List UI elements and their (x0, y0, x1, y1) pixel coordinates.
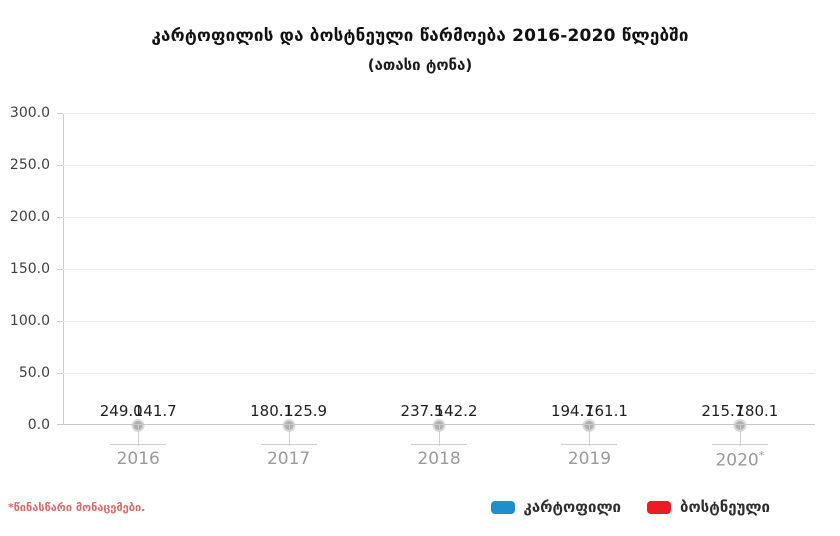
value-label-potato-2018: 237.5 (400, 402, 444, 420)
legend-label-vegetables: ბოსტნეული (680, 498, 770, 516)
value-label-potato-2020: 215.7 (701, 402, 745, 420)
bar-groups: 249.0 141.7 2016 180.1 125.9 2017 237.5 142.2 20… (63, 113, 815, 471)
y-axis-tick (57, 216, 63, 218)
gridline (63, 269, 815, 270)
x-axis-label-2017: 2017 (266, 449, 311, 469)
y-axis-tick-label: 150.0 (9, 261, 50, 277)
y-axis-tick (57, 320, 63, 322)
category-slot-2020: 215.7 180.1 2020* (665, 113, 815, 471)
value-label-potato-2016: 249.0 (99, 402, 143, 420)
x-axis-label-2016: 2016 (116, 449, 160, 469)
legend-item-potato: კარტოფილი (490, 498, 622, 516)
x-axis-label-2020: 2020* (715, 449, 765, 471)
y-axis-tick (57, 424, 63, 425)
x-tick-line (439, 425, 441, 446)
x-tick-line (589, 425, 591, 446)
value-label-vegetables-2018: 142.2 (434, 402, 478, 420)
legend-item-vegetables: ბოსტნეული (647, 498, 770, 516)
y-axis-tick (57, 113, 63, 114)
chart-subtitle: (ათასი ტონა) (367, 56, 473, 74)
x-tick-underline (411, 444, 468, 445)
legend: კარტოფილი ბოსტნეული (490, 498, 770, 516)
y-axis-tick-label: 0.0 (27, 417, 50, 433)
y-axis-tick-label: 250.0 (9, 157, 50, 173)
gridline (63, 113, 815, 114)
footnote: *წინასწარი მონაცემები. (8, 501, 146, 514)
value-label-potato-2017: 180.1 (250, 402, 294, 420)
gridline (63, 320, 815, 322)
x-axis-line (63, 424, 815, 425)
value-label-vegetables-2016: 141.7 (133, 402, 177, 420)
gridline (63, 164, 815, 166)
y-axis-tick (57, 164, 63, 166)
y-axis-tick-label: 100.0 (9, 313, 50, 329)
y-axis-tick (57, 373, 63, 374)
x-tick-underline (260, 444, 317, 445)
legend-label-potato: კარტოფილი (523, 498, 622, 516)
y-axis-tick-label: 200.0 (9, 209, 50, 225)
x-tick-underline (561, 444, 618, 445)
x-tick-line (288, 425, 290, 446)
category-slot-2019: 194.7 161.1 2019 (514, 113, 664, 469)
x-tick-underline (711, 444, 768, 445)
footnote-asterisk: * (758, 449, 765, 462)
y-axis-tick-label: 300.0 (9, 105, 50, 121)
value-label-vegetables-2020: 180.1 (735, 402, 779, 420)
gridline (63, 216, 815, 218)
y-axis-tick (57, 269, 63, 270)
value-label-vegetables-2019: 161.1 (584, 402, 628, 420)
chart-title: კარტოფილის და ბოსტნეული წარმოება 2016-20… (151, 26, 689, 46)
x-axis-label-2019: 2019 (567, 449, 612, 469)
gridline (63, 373, 815, 374)
legend-swatch-vegetables-icon (647, 500, 672, 514)
y-axis-labels: 300.0 250.0 200.0 150.0 100.0 50.0 0.0 (0, 105, 56, 433)
x-axis-label-2018: 2018 (417, 449, 461, 469)
x-tick-line (138, 425, 140, 446)
category-slot-2017: 180.1 125.9 2017 (213, 113, 363, 469)
legend-swatch-potato-icon (490, 500, 515, 514)
value-label-vegetables-2017: 125.9 (284, 402, 328, 420)
category-slot-2018: 237.5 142.2 2018 (364, 113, 514, 469)
y-axis-tick-label: 50.0 (18, 365, 50, 381)
x-tick-underline (110, 444, 167, 445)
x-tick-line (739, 425, 741, 446)
plot-area: 249.0 141.7 2016 180.1 125.9 2017 237.5 142.2 20… (57, 113, 815, 471)
value-label-potato-2019: 194.7 (550, 402, 594, 420)
category-slot-2016: 249.0 141.7 2016 (63, 113, 213, 469)
